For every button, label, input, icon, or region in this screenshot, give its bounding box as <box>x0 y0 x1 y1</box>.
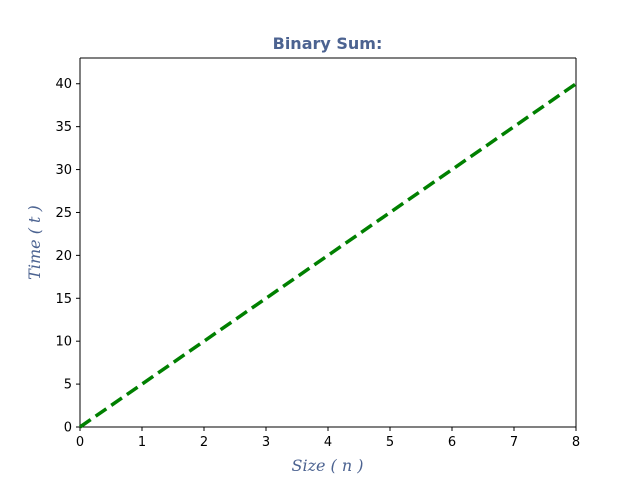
x-tick-label: 7 <box>510 435 518 450</box>
chart-title: Binary Sum: <box>273 34 383 53</box>
y-tick-label: 0 <box>64 421 72 436</box>
y-tick-label: 30 <box>55 163 72 178</box>
y-tick-label: 35 <box>55 120 72 135</box>
x-tick-label: 4 <box>324 435 332 450</box>
x-tick-label: 6 <box>448 435 456 450</box>
x-tick-label: 2 <box>200 435 208 450</box>
ticks: 0 1 2 3 4 5 6 7 8 0 5 10 15 20 25 30 35 40 <box>55 77 580 450</box>
x-tick-label: 0 <box>76 435 84 450</box>
y-tick-label: 40 <box>55 77 72 92</box>
x-tick-label: 1 <box>138 435 146 450</box>
x-tick-label: 5 <box>386 435 394 450</box>
y-tick-label: 15 <box>55 292 72 307</box>
y-tick-label: 10 <box>55 335 72 350</box>
plot-background <box>80 58 576 427</box>
x-tick-label: 8 <box>572 435 580 450</box>
y-tick-label: 25 <box>55 206 72 221</box>
series-layer <box>79 82 577 429</box>
series-line <box>79 82 577 429</box>
x-axis-title: Size ( n ) <box>291 456 363 475</box>
y-tick-label: 5 <box>64 378 72 393</box>
plot-area <box>80 58 576 427</box>
y-tick-label: 20 <box>55 249 72 264</box>
x-tick-label: 3 <box>262 435 270 450</box>
y-axis-title: Time ( t ) <box>25 205 44 280</box>
